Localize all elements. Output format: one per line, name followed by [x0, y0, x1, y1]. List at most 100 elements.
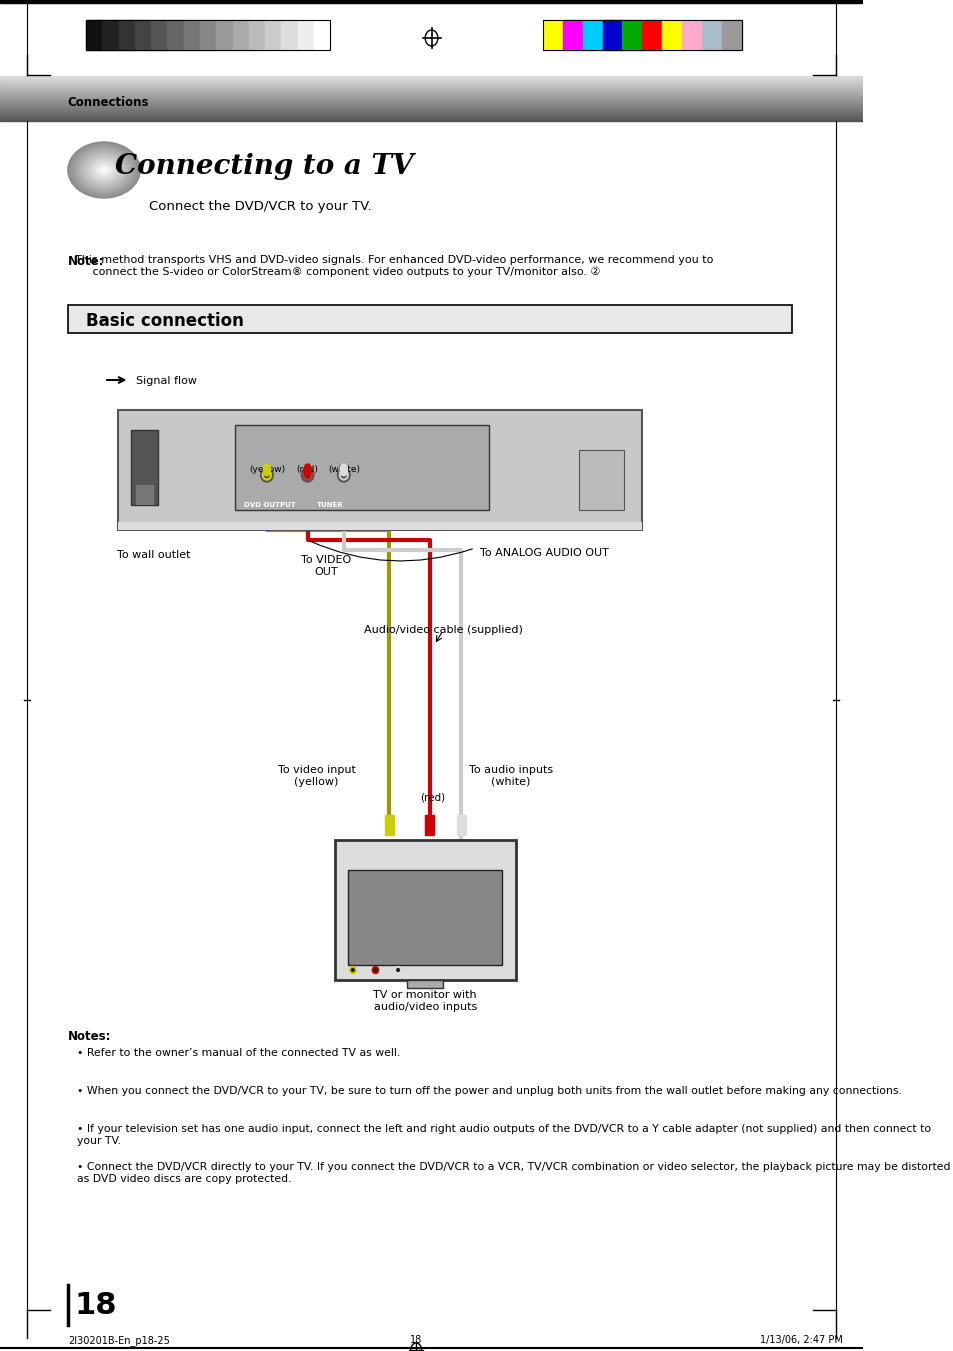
Text: (white): (white) — [328, 465, 359, 474]
Ellipse shape — [98, 166, 110, 174]
Bar — [86, 20, 102, 50]
Text: This method transports VHS and DVD-video signals. For enhanced DVD-video perform: This method transports VHS and DVD-video… — [68, 255, 713, 277]
Ellipse shape — [91, 161, 116, 180]
Text: • Connect the DVD/VCR directly to your TV. If you connect the DVD/VCR to a VCR, : • Connect the DVD/VCR directly to your T… — [77, 1162, 949, 1183]
Bar — [151, 20, 167, 50]
Bar — [249, 20, 265, 50]
Text: To video input
(yellow): To video input (yellow) — [277, 765, 355, 786]
Text: To wall outlet: To wall outlet — [117, 550, 191, 561]
Ellipse shape — [70, 143, 138, 197]
Bar — [602, 20, 621, 50]
Text: To audio inputs
(white): To audio inputs (white) — [469, 765, 553, 786]
Bar — [681, 20, 701, 50]
Ellipse shape — [95, 163, 113, 177]
Bar — [542, 20, 562, 50]
Ellipse shape — [75, 147, 132, 192]
Text: DVD OUTPUT: DVD OUTPUT — [244, 503, 295, 508]
Text: 18: 18 — [74, 1290, 116, 1320]
Text: Signal flow: Signal flow — [135, 376, 196, 386]
Ellipse shape — [374, 969, 376, 971]
Ellipse shape — [77, 149, 132, 190]
Bar — [721, 20, 741, 50]
Ellipse shape — [93, 162, 114, 178]
Bar — [297, 20, 314, 50]
Ellipse shape — [84, 154, 124, 185]
Ellipse shape — [102, 169, 106, 172]
Ellipse shape — [350, 966, 355, 974]
Ellipse shape — [396, 969, 399, 971]
Ellipse shape — [385, 816, 393, 824]
Bar — [701, 20, 721, 50]
Text: (yellow): (yellow) — [249, 465, 285, 474]
Text: To ANALOG AUDIO OUT: To ANALOG AUDIO OUT — [479, 549, 608, 558]
Bar — [0, 0, 862, 76]
Ellipse shape — [263, 463, 271, 476]
Bar — [167, 20, 184, 50]
Text: TV or monitor with
audio/video inputs: TV or monitor with audio/video inputs — [373, 990, 476, 1012]
Ellipse shape — [303, 470, 312, 480]
Ellipse shape — [301, 467, 314, 482]
Bar — [200, 20, 216, 50]
Ellipse shape — [262, 470, 272, 480]
Bar — [102, 20, 118, 50]
Ellipse shape — [88, 158, 120, 182]
Bar — [0, 0, 862, 3]
Ellipse shape — [100, 168, 108, 173]
Bar — [661, 20, 681, 50]
Bar — [621, 20, 641, 50]
Ellipse shape — [90, 159, 118, 181]
Ellipse shape — [337, 467, 350, 482]
Bar — [314, 20, 330, 50]
Ellipse shape — [305, 473, 310, 477]
Ellipse shape — [339, 470, 348, 480]
Ellipse shape — [68, 142, 140, 199]
Ellipse shape — [341, 473, 346, 477]
Bar — [117, 521, 641, 530]
Bar — [542, 20, 741, 50]
Ellipse shape — [395, 966, 401, 974]
Text: • Refer to the owner’s manual of the connected TV as well.: • Refer to the owner’s manual of the con… — [77, 1048, 399, 1058]
Ellipse shape — [96, 165, 112, 176]
Bar — [233, 20, 249, 50]
Bar — [384, 815, 394, 835]
Bar — [265, 20, 281, 50]
Bar — [117, 409, 641, 530]
Text: Basic connection: Basic connection — [86, 312, 244, 330]
Text: • When you connect the DVD/VCR to your TV, be sure to turn off the power and unp: • When you connect the DVD/VCR to your T… — [77, 1086, 901, 1096]
Ellipse shape — [304, 463, 311, 476]
Text: (red): (red) — [419, 792, 444, 802]
Ellipse shape — [79, 150, 130, 189]
Ellipse shape — [340, 463, 347, 476]
Bar — [86, 20, 330, 50]
Text: Notes:: Notes: — [68, 1029, 112, 1043]
Bar — [578, 450, 623, 509]
Ellipse shape — [80, 151, 128, 188]
Bar — [407, 979, 443, 988]
Ellipse shape — [351, 969, 354, 971]
Bar — [216, 20, 233, 50]
Bar — [456, 815, 465, 835]
Bar — [134, 20, 151, 50]
Ellipse shape — [86, 155, 122, 184]
Bar — [582, 20, 602, 50]
Bar — [184, 20, 200, 50]
Bar — [425, 815, 434, 835]
Bar — [135, 485, 153, 505]
Text: (red): (red) — [296, 465, 318, 474]
Bar — [641, 20, 661, 50]
Text: 18: 18 — [410, 1335, 422, 1346]
Text: Connecting to a TV: Connecting to a TV — [114, 154, 413, 181]
Text: Audio/video cable (supplied): Audio/video cable (supplied) — [363, 626, 522, 635]
Ellipse shape — [426, 816, 433, 824]
Ellipse shape — [73, 146, 134, 193]
Bar — [132, 430, 158, 505]
Ellipse shape — [82, 153, 126, 186]
Bar — [68, 305, 791, 332]
Text: Note:: Note: — [68, 255, 104, 267]
Text: 1/13/06, 2:47 PM: 1/13/06, 2:47 PM — [760, 1335, 841, 1346]
Bar — [348, 870, 501, 965]
Text: 2I30201B-En_p18-25: 2I30201B-En_p18-25 — [68, 1335, 170, 1346]
Bar — [118, 20, 134, 50]
Text: Connections: Connections — [68, 96, 150, 109]
Text: TUNER: TUNER — [316, 503, 343, 508]
